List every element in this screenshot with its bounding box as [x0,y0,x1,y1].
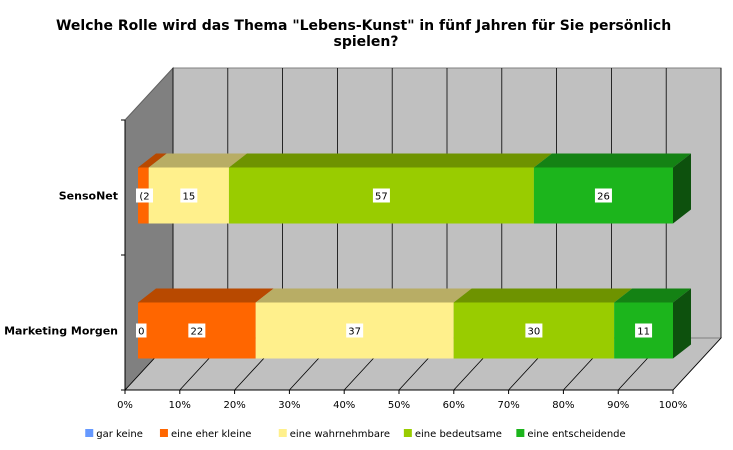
x-tick-label: 10% [169,400,191,411]
bar-top [453,288,633,303]
legend-item: gar keine [85,429,143,440]
chart-title-line-2: spielen? [333,34,398,50]
bar-top [138,288,274,303]
x-tick-label: 50% [388,400,410,411]
category-label: SensoNet [59,190,118,203]
data-label-box [594,188,612,203]
data-label-box [136,323,147,338]
legend-label: eine bedeutsame [415,429,502,440]
data-label: 57 [375,192,388,203]
bar-top [614,288,691,303]
bar-top [138,153,167,168]
bar-top [148,153,247,168]
data-label: 30 [528,327,541,338]
x-tick-label: 90% [607,400,629,411]
data-label: 26 [597,192,610,203]
bar-top [533,153,691,168]
legend-item: eine wahrnehmbare [278,429,390,440]
data-label-box [188,323,206,338]
data-label: 22 [190,327,203,338]
legend: gar keine eine eher kleine eine wahrnehmba… [85,429,626,440]
legend-label: gar keine [96,429,143,440]
chart-title-line-1: Welche Rolle wird das Thema "Lebens-Kuns… [56,18,671,34]
x-tick-label: 80% [552,400,574,411]
data-label: (2 [139,192,149,203]
floor-gridline [672,337,722,391]
data-label: 11 [637,327,650,338]
legend-swatch [516,429,525,437]
data-label-box [525,323,543,338]
legend-swatch [278,429,287,437]
x-tick-label: 30% [278,400,300,411]
legend-label: eine eher kleine [171,429,252,440]
data-label: 37 [348,327,361,338]
data-labels: (2 15 57 26 0 22 37 30 11 [136,188,653,338]
x-tick-label: 20% [223,400,245,411]
bar-top [228,153,552,168]
data-label: 15 [182,192,195,203]
bar-end [673,288,691,359]
x-tick-label: 0% [117,400,133,411]
bar-end [673,153,691,224]
legend-item: eine entscheidende [516,429,626,440]
legend-label: eine wahrnehmbare [290,429,390,440]
category-label: Marketing Morgen [4,325,118,338]
x-tick-label: 40% [333,400,355,411]
data-label-box [180,188,198,203]
legend-swatch [85,429,94,437]
legend-item: eine eher kleine [159,429,252,440]
legend-swatch [159,429,168,437]
bar-top [255,288,472,303]
data-label-box [136,188,153,203]
axes: SensoNet Marketing Morgen 0% 10% 20% 30% 40% 50… [4,119,688,411]
legend-item: eine bedeutsame [403,429,502,440]
x-tick-label: 100% [659,400,688,411]
data-label-box [372,188,390,203]
x-tick-label: 70% [497,400,519,411]
legend-swatch [403,429,412,437]
data-label-box [346,323,364,338]
data-label: 0 [138,327,144,338]
data-label-box [635,323,653,338]
x-tick-label: 60% [443,400,465,411]
chart-title: Welche Rolle wird das Thema "Lebens-Kuns… [56,18,676,50]
legend-label: eine entscheidende [527,429,625,440]
